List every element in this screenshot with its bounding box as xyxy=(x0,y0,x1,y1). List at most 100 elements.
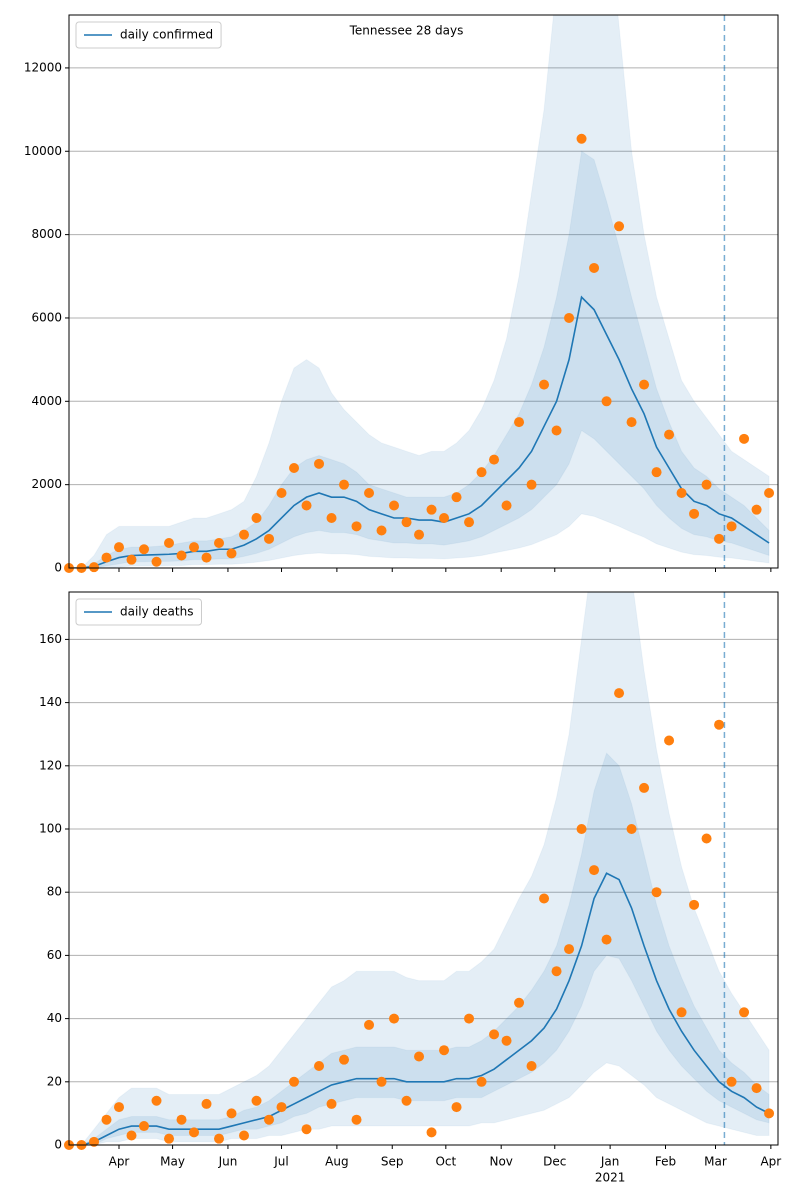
y-tick-label: 40 xyxy=(47,1011,62,1025)
x-tick-label: Mar xyxy=(704,1155,727,1169)
data-point xyxy=(764,487,775,498)
x-tick-label: Nov xyxy=(489,1155,512,1169)
data-point xyxy=(314,458,325,469)
y-tick-label: 20 xyxy=(47,1074,62,1088)
data-point xyxy=(489,454,500,465)
data-point xyxy=(689,899,700,910)
data-point xyxy=(226,548,237,559)
x-tick-label: Feb xyxy=(655,1155,676,1169)
data-point xyxy=(264,533,275,544)
data-point xyxy=(326,512,337,523)
data-point xyxy=(139,1121,150,1132)
data-point xyxy=(151,1095,162,1106)
data-point xyxy=(276,1102,287,1113)
data-point xyxy=(414,1051,425,1062)
data-point xyxy=(551,966,562,977)
legend-label: daily deaths xyxy=(120,605,193,619)
data-point xyxy=(726,521,737,532)
data-point xyxy=(126,554,137,565)
legend-label: daily confirmed xyxy=(120,28,213,42)
data-point xyxy=(639,782,650,793)
data-point xyxy=(639,379,650,390)
x-sublabel: 2021 xyxy=(595,1171,626,1185)
data-point xyxy=(501,500,512,511)
data-point xyxy=(176,550,187,561)
series-line xyxy=(69,872,770,1145)
data-point xyxy=(489,1029,500,1040)
data-point xyxy=(189,542,200,553)
data-point xyxy=(676,487,687,498)
x-tick-label: Apr xyxy=(109,1155,130,1169)
x-tick-label: Dec xyxy=(543,1155,566,1169)
y-tick-label: 12000 xyxy=(24,60,62,74)
data-point xyxy=(651,887,662,898)
y-tick-label: 60 xyxy=(47,948,62,962)
data-point xyxy=(101,552,112,563)
x-tick-label: Jul xyxy=(273,1155,288,1169)
data-point xyxy=(714,719,725,730)
data-point xyxy=(539,379,550,390)
data-point xyxy=(301,1124,312,1135)
data-point xyxy=(251,1095,262,1106)
data-point xyxy=(201,552,212,563)
data-point xyxy=(751,504,762,515)
data-point xyxy=(589,865,600,876)
data-point xyxy=(564,312,575,323)
data-point xyxy=(89,562,100,573)
data-point xyxy=(514,417,525,428)
data-point xyxy=(139,544,150,555)
data-point xyxy=(389,1013,400,1024)
data-point xyxy=(339,479,350,490)
data-point xyxy=(126,1130,137,1141)
band xyxy=(69,592,770,1145)
data-point xyxy=(239,1130,250,1141)
data-point xyxy=(414,529,425,540)
data-point xyxy=(451,492,462,503)
data-point xyxy=(114,1102,125,1113)
data-point xyxy=(476,467,487,478)
y-tick-label: 8000 xyxy=(31,227,62,241)
data-point xyxy=(389,500,400,511)
band xyxy=(69,15,770,568)
data-point xyxy=(701,479,712,490)
data-point xyxy=(201,1098,212,1109)
y-tick-label: 6000 xyxy=(31,310,62,324)
series-line xyxy=(69,295,770,568)
y-tick-label: 100 xyxy=(39,822,62,836)
data-point xyxy=(226,1108,237,1119)
data-point xyxy=(664,735,675,746)
y-tick-label: 10000 xyxy=(24,144,62,158)
data-point xyxy=(614,221,625,232)
data-point xyxy=(364,487,375,498)
data-point xyxy=(164,537,175,548)
data-point xyxy=(739,433,750,444)
data-point xyxy=(401,517,412,528)
data-point xyxy=(501,1035,512,1046)
legend-box xyxy=(75,21,222,49)
data-point xyxy=(626,824,637,834)
data-point xyxy=(689,508,700,519)
y-tick-label: 140 xyxy=(39,695,62,709)
data-point xyxy=(176,1114,187,1125)
data-point xyxy=(114,542,125,553)
data-point xyxy=(564,944,575,955)
x-tick-label: Oct xyxy=(435,1155,456,1169)
chart-title: Tennessee 28 days xyxy=(349,24,464,38)
data-point xyxy=(289,462,300,473)
data-point xyxy=(289,1076,300,1087)
x-tick-label: May xyxy=(160,1155,185,1169)
y-tick-label: 80 xyxy=(47,885,62,899)
data-point xyxy=(264,1114,275,1125)
data-point xyxy=(576,824,587,834)
data-point xyxy=(464,517,475,528)
data-point xyxy=(376,1076,387,1087)
data-point xyxy=(189,1127,200,1138)
x-tick-label: Apr xyxy=(760,1155,781,1169)
data-point xyxy=(601,934,612,945)
data-point xyxy=(339,1054,350,1065)
plot-area xyxy=(69,592,770,1145)
data-point xyxy=(626,417,637,428)
plot-area xyxy=(69,15,770,568)
data-point xyxy=(526,1061,537,1071)
data-point xyxy=(351,521,362,532)
